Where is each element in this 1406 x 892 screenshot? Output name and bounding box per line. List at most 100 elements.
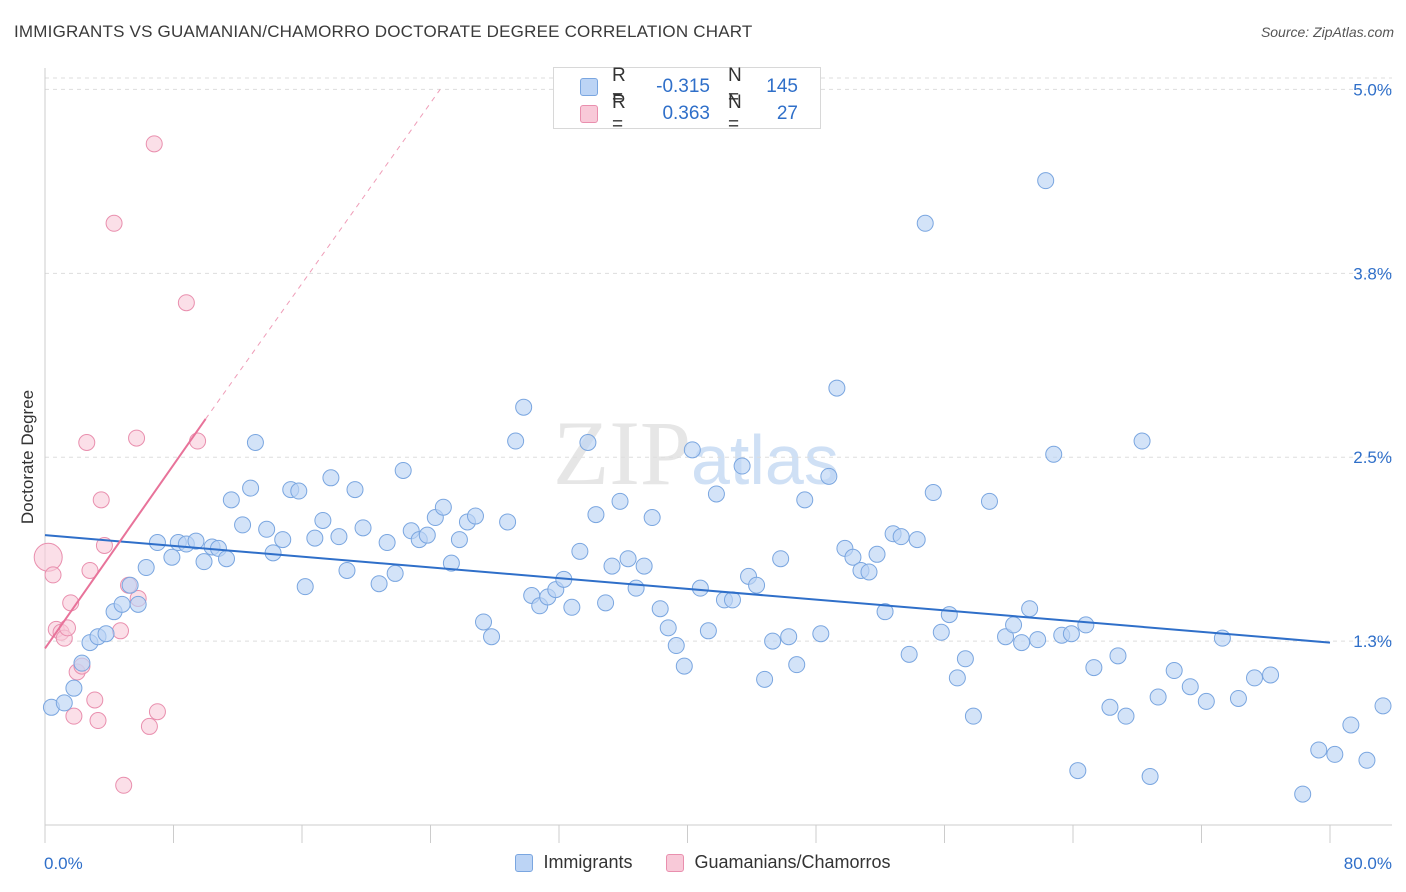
immigrant-point — [667, 637, 685, 655]
immigrant-point — [290, 482, 308, 500]
immigrant-point — [338, 561, 356, 579]
immigrant-point — [97, 625, 115, 643]
guamanian-point — [89, 712, 107, 730]
immigrant-point — [354, 519, 372, 537]
immigrant-point — [1029, 631, 1047, 649]
immigrant-point — [876, 603, 894, 621]
immigrant-point — [1326, 745, 1344, 763]
immigrant-point — [1358, 751, 1376, 769]
immigrant-point — [587, 506, 605, 524]
immigrant-point — [828, 379, 846, 397]
guamanian-point — [105, 214, 123, 232]
immigrant-point — [1077, 616, 1095, 634]
immigrant-point — [1013, 634, 1031, 652]
immigrant-point — [442, 554, 460, 572]
immigrant-point — [892, 528, 910, 546]
immigrant-point — [964, 707, 982, 725]
immigrant-point — [651, 600, 669, 618]
immigrant-point — [627, 579, 645, 597]
guamanian-point — [78, 434, 96, 451]
immigrant-point — [65, 679, 83, 697]
immigrant-point — [129, 595, 147, 613]
immigrants-trend-line — [44, 534, 1331, 644]
immigrant-point — [1342, 716, 1360, 734]
immigrant-point — [659, 619, 677, 637]
n-value: 145 — [766, 76, 798, 97]
immigrant-point — [73, 654, 91, 672]
immigrant-point — [579, 434, 597, 451]
immigrant-point — [113, 595, 131, 613]
immigrant-point — [764, 632, 782, 650]
immigrant-point — [1374, 697, 1392, 715]
immigrant-point — [346, 481, 364, 499]
immigrant-point — [756, 670, 774, 688]
immigrant-point — [322, 469, 340, 487]
guamanian-point — [86, 691, 104, 709]
guamanian-point — [128, 429, 146, 447]
immigrant-point — [1262, 666, 1280, 684]
immigrant-point — [1021, 600, 1039, 618]
series-immigrants-points — [42, 172, 1392, 803]
x-tick-label: 80.0% — [1344, 854, 1392, 873]
immigrant-point — [1085, 659, 1103, 677]
immigrant-point — [940, 606, 958, 624]
immigrant-point — [187, 532, 205, 550]
guamanian-point — [145, 135, 163, 153]
immigrant-point — [222, 491, 240, 509]
guamanian-point — [111, 622, 129, 640]
immigrant-point — [860, 563, 878, 581]
immigrant-point — [924, 484, 942, 502]
immigrant-point — [723, 591, 741, 609]
guamanian-point — [33, 542, 63, 572]
immigrant-point — [483, 628, 501, 646]
immigrant-point — [1045, 445, 1063, 463]
immigrant-point — [948, 669, 966, 687]
immigrant-point — [507, 432, 525, 450]
immigrant-point — [1109, 647, 1127, 665]
immigrant-point — [296, 578, 314, 596]
immigrant-point — [571, 542, 589, 560]
guamanian-point — [140, 717, 158, 735]
legend-item-guamanians[interactable]: Guamanians/Chamorros — [666, 852, 891, 873]
tick-labels: 1.3% 2.5% 3.8% 5.0% 0.0% 80.0% — [44, 80, 1392, 873]
immigrant-point — [274, 531, 292, 549]
legend-item-immigrants[interactable]: Immigrants — [515, 852, 632, 873]
guamanians-trend-line — [44, 418, 207, 650]
r-label: R = — [612, 65, 626, 108]
immigrant-point — [434, 498, 452, 516]
immigrant-point — [611, 492, 629, 510]
immigrant-point — [1141, 767, 1159, 785]
immigrant-point — [844, 548, 862, 566]
immigrant-point — [1310, 741, 1328, 759]
immigrant-point — [314, 511, 332, 529]
immigrant-point — [475, 613, 493, 631]
immigrant-point — [418, 526, 436, 544]
guamanian-point — [115, 776, 133, 794]
guamanians-trend-extension — [205, 89, 441, 420]
immigrant-point — [997, 628, 1015, 646]
immigrant-point — [675, 657, 693, 675]
immigrant-point — [137, 559, 155, 577]
immigrant-point — [980, 492, 998, 510]
legend-swatch-immigrants — [580, 78, 598, 96]
immigrant-point — [1062, 625, 1080, 643]
immigrant-point — [820, 467, 838, 485]
immigrant-point — [635, 557, 653, 575]
series-guamanians-points — [33, 135, 207, 794]
legend-swatch-guamanians — [580, 105, 598, 123]
watermark: ZIPatlas — [553, 400, 839, 506]
immigrant-point — [619, 550, 637, 568]
guamanian-point — [189, 432, 207, 450]
grid-lines — [45, 77, 1392, 642]
immigrant-point — [306, 529, 324, 547]
r-value: -0.315 — [656, 76, 710, 97]
immigrant-point — [733, 457, 751, 475]
immigrant-point — [1165, 662, 1183, 680]
immigrant-point — [908, 531, 926, 549]
immigrant-point — [1005, 616, 1023, 634]
immigrant-point — [148, 534, 166, 552]
immigrant-point — [900, 645, 918, 663]
immigrant-point — [597, 594, 615, 612]
n-label: N = — [728, 65, 742, 108]
guamanian-point — [81, 561, 99, 579]
